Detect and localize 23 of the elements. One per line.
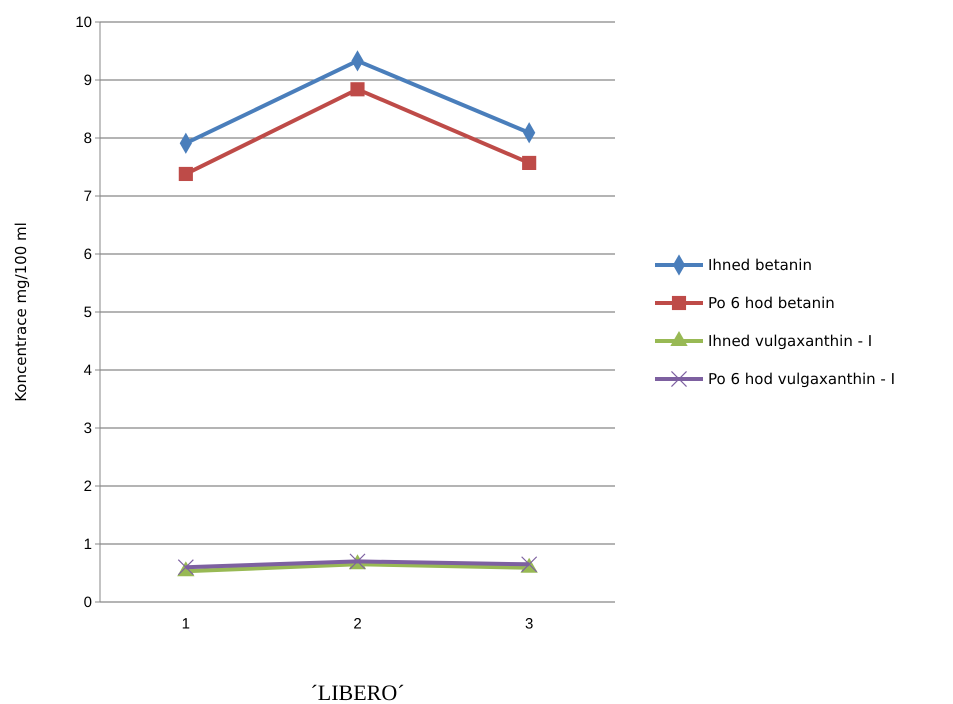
y-tick-label: 1 [84,536,92,553]
y-tick-label: 4 [84,362,92,379]
y-tick-label: 3 [84,420,92,437]
x-axis-title: ´LIBERO´ [310,680,405,704]
y-tick-label: 8 [84,130,92,147]
y-tick-label: 7 [84,188,92,205]
legend-label: Po 6 hod vulgaxanthin - I [708,370,896,388]
y-tick-label: 0 [84,594,92,611]
y-tick-label: 6 [84,246,92,263]
point [522,156,536,170]
y-axis-title: Koncentrace mg/100 ml [12,222,30,402]
x-tick-label: 2 [353,616,362,633]
legend-label: Po 6 hod betanin [708,294,835,312]
legend-label: Ihned betanin [708,256,812,274]
y-tick-label: 10 [75,14,92,31]
y-tick-label: 5 [84,304,92,321]
y-tick-label: 9 [84,72,92,89]
legend-label: Ihned vulgaxanthin - I [708,332,872,350]
x-tick-label: 3 [524,616,534,633]
point [178,166,193,182]
point [350,82,365,96]
x-tick-label: 1 [182,616,190,633]
y-tick-label: 2 [84,478,92,495]
